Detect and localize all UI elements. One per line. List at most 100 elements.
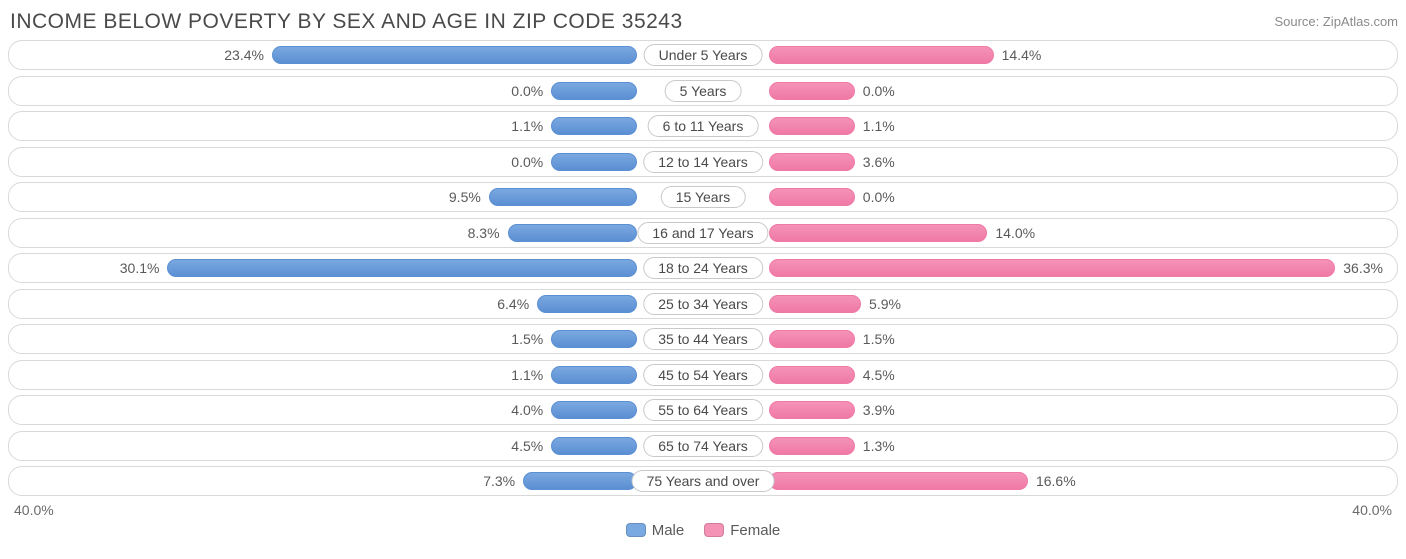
legend-item: Male	[626, 522, 685, 539]
male-bar	[489, 188, 637, 206]
male-value-label: 7.3%	[483, 469, 515, 493]
male-bar	[551, 117, 637, 135]
female-bar	[769, 259, 1335, 277]
female-half: 36.3%	[769, 256, 1393, 280]
chart-row: 0.0%0.0%5 Years	[8, 76, 1398, 106]
legend-label: Male	[652, 522, 685, 539]
female-value-label: 1.5%	[863, 327, 895, 351]
male-bar	[523, 472, 637, 490]
female-bar	[769, 401, 855, 419]
male-bar	[551, 330, 637, 348]
legend-swatch	[626, 523, 646, 537]
chart-row: 23.4%14.4%Under 5 Years	[8, 40, 1398, 70]
female-half: 1.5%	[769, 327, 1393, 351]
legend-swatch	[704, 523, 724, 537]
male-half: 4.5%	[13, 434, 637, 458]
male-half: 4.0%	[13, 398, 637, 422]
male-bar	[551, 82, 637, 100]
female-bar	[769, 295, 861, 313]
category-pill: 25 to 34 Years	[643, 293, 763, 315]
female-bar	[769, 153, 855, 171]
female-half: 0.0%	[769, 79, 1393, 103]
category-pill: 6 to 11 Years	[648, 115, 759, 137]
category-pill: 18 to 24 Years	[643, 257, 763, 279]
chart-row: 4.5% 1.3% 65 to 74 Years	[8, 431, 1398, 461]
legend: Male Female	[0, 518, 1406, 543]
male-half: 6.4%	[13, 292, 637, 316]
male-bar	[537, 295, 637, 313]
male-half: 1.1%	[13, 363, 637, 387]
male-half: 0.0%	[13, 79, 637, 103]
chart-row: 1.5% 1.5% 35 to 44 Years	[8, 324, 1398, 354]
male-half: 23.4%	[13, 43, 637, 67]
male-bar	[167, 259, 637, 277]
axis-max-right: 40.0%	[1352, 502, 1392, 518]
female-bar	[769, 82, 855, 100]
chart-row: 1.1% 1.1% 6 to 11 Years	[8, 111, 1398, 141]
legend-item: Female	[704, 522, 780, 539]
category-pill: 15 Years	[661, 186, 746, 208]
male-bar	[551, 437, 637, 455]
male-value-label: 0.0%	[511, 150, 543, 174]
chart-area: 23.4%14.4%Under 5 Years0.0%0.0%5 Years1.…	[0, 40, 1406, 496]
female-half: 1.3%	[769, 434, 1393, 458]
axis-max-left: 40.0%	[14, 502, 54, 518]
legend-label: Female	[730, 522, 780, 539]
female-half: 5.9%	[769, 292, 1393, 316]
female-bar	[769, 366, 855, 384]
category-pill: 16 and 17 Years	[637, 222, 768, 244]
female-value-label: 5.9%	[869, 292, 901, 316]
female-value-label: 14.0%	[995, 221, 1035, 245]
female-bar	[769, 46, 994, 64]
female-half: 3.6%	[769, 150, 1393, 174]
category-pill: 75 Years and over	[632, 470, 775, 492]
male-value-label: 1.1%	[511, 363, 543, 387]
chart-row: 0.0% 3.6% 12 to 14 Years	[8, 147, 1398, 177]
female-value-label: 4.5%	[863, 363, 895, 387]
male-half: 7.3%	[13, 469, 637, 493]
female-bar	[769, 117, 855, 135]
male-value-label: 4.5%	[511, 434, 543, 458]
female-half: 0.0%	[769, 185, 1393, 209]
female-value-label: 36.3%	[1343, 256, 1383, 280]
female-value-label: 3.6%	[863, 150, 895, 174]
female-half: 4.5%	[769, 363, 1393, 387]
male-half: 30.1%	[13, 256, 637, 280]
female-value-label: 1.1%	[863, 114, 895, 138]
female-bar	[769, 330, 855, 348]
male-bar	[551, 153, 637, 171]
female-value-label: 0.0%	[863, 79, 895, 103]
female-bar	[769, 188, 855, 206]
male-value-label: 1.5%	[511, 327, 543, 351]
category-pill: 45 to 54 Years	[643, 364, 763, 386]
male-value-label: 1.1%	[511, 114, 543, 138]
female-value-label: 0.0%	[863, 185, 895, 209]
male-value-label: 4.0%	[511, 398, 543, 422]
male-value-label: 30.1%	[120, 256, 160, 280]
female-value-label: 1.3%	[863, 434, 895, 458]
chart-row: 30.1% 36.3% 18 to 24 Years	[8, 253, 1398, 283]
chart-row: 6.4% 5.9% 25 to 34 Years	[8, 289, 1398, 319]
category-pill: 65 to 74 Years	[643, 435, 763, 457]
male-value-label: 23.4%	[224, 43, 264, 67]
male-half: 9.5%	[13, 185, 637, 209]
category-pill: 12 to 14 Years	[643, 151, 763, 173]
male-value-label: 8.3%	[468, 221, 500, 245]
chart-header: INCOME BELOW POVERTY BY SEX AND AGE IN Z…	[0, 0, 1406, 40]
female-half: 1.1%	[769, 114, 1393, 138]
chart-source: Source: ZipAtlas.com	[1274, 10, 1398, 29]
female-value-label: 14.4%	[1002, 43, 1042, 67]
male-half: 1.5%	[13, 327, 637, 351]
female-half: 14.0%	[769, 221, 1393, 245]
male-value-label: 6.4%	[497, 292, 529, 316]
female-bar	[769, 472, 1028, 490]
chart-row: 9.5% 0.0% 15 Years	[8, 182, 1398, 212]
male-half: 0.0%	[13, 150, 637, 174]
female-bar	[769, 224, 987, 242]
chart-row: 7.3% 16.6% 75 Years and over	[8, 466, 1398, 496]
male-half: 1.1%	[13, 114, 637, 138]
category-pill: 55 to 64 Years	[643, 399, 763, 421]
female-value-label: 16.6%	[1036, 469, 1076, 493]
female-bar	[769, 437, 855, 455]
category-pill: 35 to 44 Years	[643, 328, 763, 350]
